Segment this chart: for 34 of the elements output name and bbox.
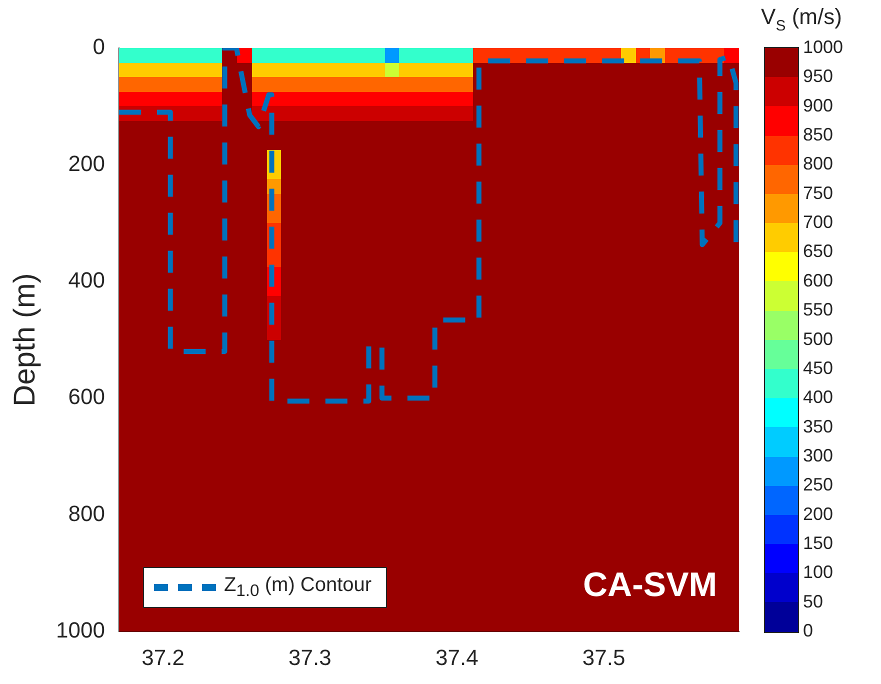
color-bar-label: 750: [803, 182, 834, 203]
color-bar-label: 50: [803, 591, 824, 612]
color-bar-label: 500: [803, 328, 834, 349]
y-axis-title: Depth (m): [8, 273, 42, 406]
color-bar-label: 100: [803, 562, 834, 582]
color-bar-label: 150: [803, 533, 834, 554]
x-tick-label: 37.4: [435, 644, 478, 670]
color-bar-label: 850: [803, 124, 834, 145]
color-bar-label: 0: [803, 620, 814, 641]
x-tick-label: 37.3: [288, 644, 332, 670]
color-bar-label: 300: [803, 445, 834, 466]
legend-label: Z$_{1.0}$ (m) Contour: [224, 574, 372, 601]
color-bar-label: 200: [803, 504, 834, 524]
color-bar-label: 1000: [803, 36, 844, 57]
color-bar-label: 550: [803, 300, 834, 320]
y-tick-label: 200: [68, 150, 105, 176]
y-tick-label: 800: [68, 500, 105, 526]
color-bar-label: 450: [803, 358, 834, 378]
color-bar-label: 800: [803, 154, 834, 174]
color-bar-label: 650: [803, 241, 834, 262]
x-tick-label: 37.5: [582, 644, 626, 670]
color-bar-label: 250: [803, 474, 834, 495]
color-bar-label: 350: [803, 416, 834, 436]
color-bar-label: 700: [803, 212, 834, 232]
y-tick-label: 1000: [56, 618, 105, 643]
y-tick-label: 400: [68, 268, 105, 293]
color-bar-label: 950: [803, 66, 834, 86]
color-bar-label: 400: [803, 387, 834, 408]
color-bar-label: 900: [803, 95, 834, 116]
y-tick-label: 600: [68, 384, 105, 410]
y-tick-label: 0: [92, 34, 105, 60]
annotation: CA-SVM: [583, 566, 718, 605]
color-bar-label: 600: [803, 270, 834, 290]
x-tick-label: 37.2: [142, 644, 184, 670]
